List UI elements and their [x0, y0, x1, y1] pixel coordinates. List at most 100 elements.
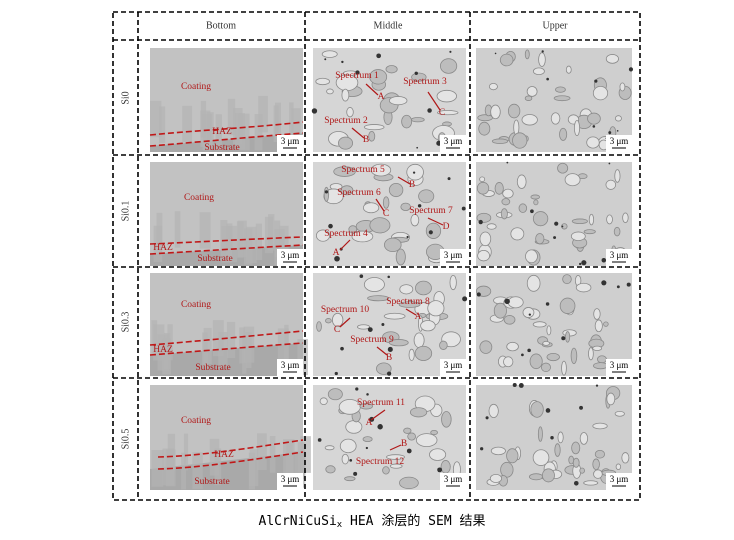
haz-boundary — [149, 244, 304, 255]
region-label: Substrate — [197, 254, 232, 264]
texture — [226, 223, 233, 260]
spectrum-label: A — [415, 312, 422, 322]
pore — [365, 446, 369, 450]
scale-bar-label: 3 μm — [281, 250, 300, 260]
pore — [595, 384, 599, 387]
texture — [209, 438, 220, 476]
grain — [370, 163, 392, 177]
spectrum-label: Spectrum 4 — [324, 229, 368, 239]
grain — [553, 95, 571, 102]
grain — [486, 223, 497, 230]
grain — [605, 179, 617, 190]
texture — [279, 225, 289, 263]
pore — [528, 313, 531, 316]
region-label: HAZ — [214, 450, 234, 460]
pore — [480, 447, 484, 451]
grain — [427, 300, 445, 317]
spectrum-label: Spectrum 9 — [350, 335, 394, 345]
texture — [283, 439, 295, 476]
pore — [353, 471, 358, 476]
sem-image: 3 μm — [476, 161, 632, 266]
arrow — [370, 409, 386, 421]
grain — [526, 86, 538, 97]
grain — [530, 194, 540, 200]
texture — [239, 327, 246, 364]
pore — [601, 280, 607, 286]
pore — [461, 206, 466, 211]
pore — [573, 480, 579, 486]
grain — [622, 212, 629, 224]
pore — [628, 67, 634, 72]
texture — [297, 442, 306, 480]
grain — [401, 114, 413, 129]
row-label: Si0.3 — [120, 312, 131, 333]
pore — [334, 371, 338, 376]
grain — [606, 214, 613, 225]
texture — [226, 321, 236, 358]
grain — [494, 182, 504, 195]
scale-bar-label: 3 μm — [444, 474, 463, 484]
grain — [524, 49, 530, 60]
pore — [545, 302, 550, 306]
texture — [215, 114, 222, 151]
grain — [348, 225, 358, 234]
grain — [325, 318, 332, 324]
haz-boundary — [157, 451, 304, 470]
pore — [553, 236, 557, 240]
spectrum-label: Spectrum 3 — [403, 77, 447, 87]
pore — [406, 448, 412, 454]
grain — [555, 86, 566, 93]
grain — [479, 231, 492, 247]
grain — [500, 461, 514, 478]
grain — [541, 468, 555, 483]
pore — [545, 408, 551, 413]
texture — [257, 433, 267, 471]
region-label: Coating — [184, 193, 214, 203]
arrow — [389, 444, 402, 451]
sem-image: 3 μm — [475, 273, 632, 376]
grain — [529, 353, 543, 370]
scale-bar-label: 3 μm — [281, 360, 300, 370]
grain — [369, 69, 388, 85]
grain — [570, 347, 578, 365]
region-label: Substrate — [194, 477, 229, 487]
grain — [507, 103, 521, 119]
grain — [368, 130, 376, 142]
pore — [328, 223, 333, 229]
grain — [325, 465, 336, 474]
pore — [616, 130, 619, 132]
grain — [420, 320, 436, 332]
pore — [359, 274, 364, 278]
scale-bar-label: 3 μm — [444, 360, 463, 370]
spectrum-label: Spectrum 12 — [356, 457, 405, 467]
grain — [594, 449, 605, 459]
grain — [500, 208, 508, 220]
grain — [382, 466, 390, 475]
arrow — [375, 198, 385, 212]
pore — [561, 336, 566, 341]
haz-boundary — [149, 132, 304, 147]
grain — [409, 407, 428, 418]
image-bg — [476, 48, 632, 152]
grain — [363, 277, 385, 292]
pore — [462, 296, 468, 302]
pore — [366, 393, 369, 396]
grain — [546, 325, 552, 336]
grain — [388, 96, 408, 106]
grain — [410, 213, 420, 227]
grain — [415, 433, 438, 448]
image-bg — [313, 385, 466, 490]
pore — [601, 258, 607, 263]
pore — [324, 58, 327, 61]
pore — [476, 292, 481, 297]
grain — [319, 397, 328, 406]
grain — [411, 72, 427, 82]
grain — [565, 331, 571, 343]
column-header: Bottom — [206, 20, 236, 31]
region-label: HAZ — [153, 243, 173, 253]
arrow — [427, 217, 444, 226]
grain — [571, 441, 581, 455]
pore — [381, 322, 385, 326]
grain — [386, 454, 405, 460]
